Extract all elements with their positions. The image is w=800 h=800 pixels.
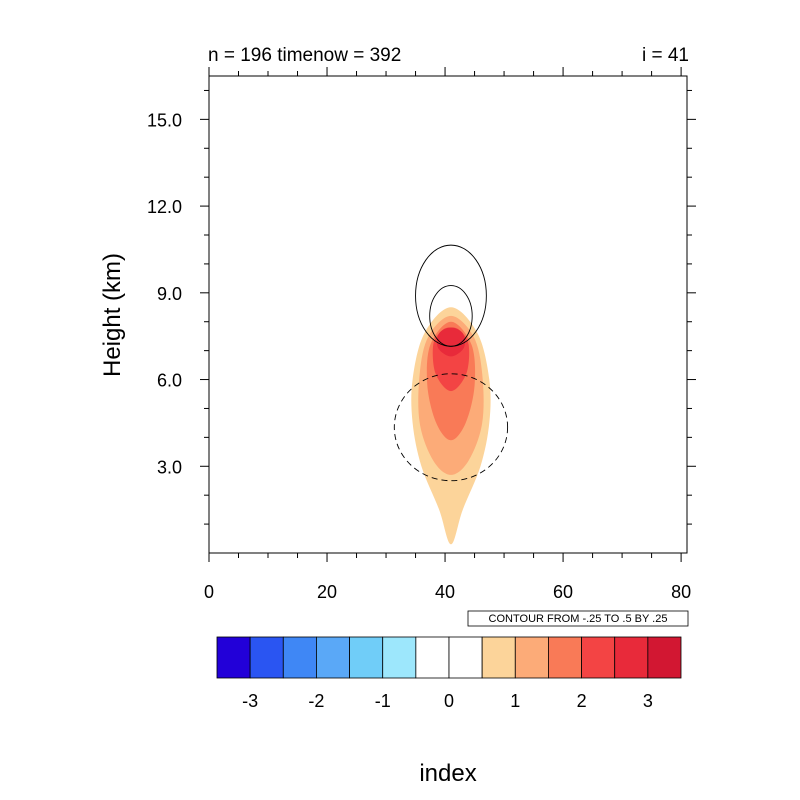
x-tick-label: 80: [671, 582, 691, 602]
y-axis-title: Height (km): [99, 253, 126, 377]
x-tick-label: 20: [317, 582, 337, 602]
colorbar-box: [581, 636, 616, 679]
filled-contour-level-4: [436, 327, 465, 357]
colorbar-box: [349, 636, 384, 679]
colorbar-box: [316, 636, 350, 679]
colorbar-box: [415, 636, 450, 679]
colorbar-label: -1: [375, 691, 391, 711]
contour-note-box: [467, 610, 689, 627]
contour-note: CONTOUR FROM -.25 TO .5 BY .25: [489, 613, 668, 625]
colorbar-labels: -3 -2 -1 0 1 2 3: [242, 691, 653, 711]
colorbar-label: 0: [444, 691, 454, 711]
colorbar-box: [216, 636, 251, 679]
colorbar-box: [514, 636, 549, 679]
contour-line-2: [393, 373, 509, 482]
colorbar-box: [647, 636, 682, 679]
colorbar: [216, 636, 682, 679]
colorbar-box: [282, 636, 317, 679]
y-tick-label: 12.0: [147, 197, 182, 217]
x-axis-title: index: [419, 760, 476, 787]
filled-contours: [411, 307, 491, 545]
colorbar-box: [448, 636, 483, 679]
y-tick-labels: 3.0 6.0 9.0 12.0 15.0: [147, 110, 182, 477]
title-right: i = 41: [642, 45, 689, 66]
y-tick-label: 15.0: [147, 110, 182, 130]
colorbar-label: 3: [643, 691, 653, 711]
line-contours: [393, 244, 509, 482]
title-left: n = 196 timenow = 392: [208, 45, 401, 66]
axis-ticks: [200, 67, 696, 562]
y-tick-label: 3.0: [157, 457, 182, 477]
plot-frame: [208, 75, 688, 554]
y-tick-label: 6.0: [157, 371, 182, 391]
contour-line-1: [429, 285, 473, 347]
colorbar-label: 1: [510, 691, 520, 711]
colorbar-box: [548, 636, 582, 679]
x-tick-label: 0: [204, 582, 214, 602]
y-tick-label: 9.0: [157, 284, 182, 304]
x-tick-label: 60: [553, 582, 573, 602]
x-tick-label: 40: [435, 582, 455, 602]
colorbar-label: 2: [577, 691, 587, 711]
colorbar-box: [382, 636, 417, 679]
colorbar-label: -2: [308, 691, 324, 711]
colorbar-label: -3: [242, 691, 258, 711]
colorbar-box: [614, 636, 649, 679]
colorbar-box: [481, 636, 516, 679]
colorbar-box: [249, 636, 284, 679]
x-tick-labels: 0 20 40 60 80: [204, 582, 691, 602]
